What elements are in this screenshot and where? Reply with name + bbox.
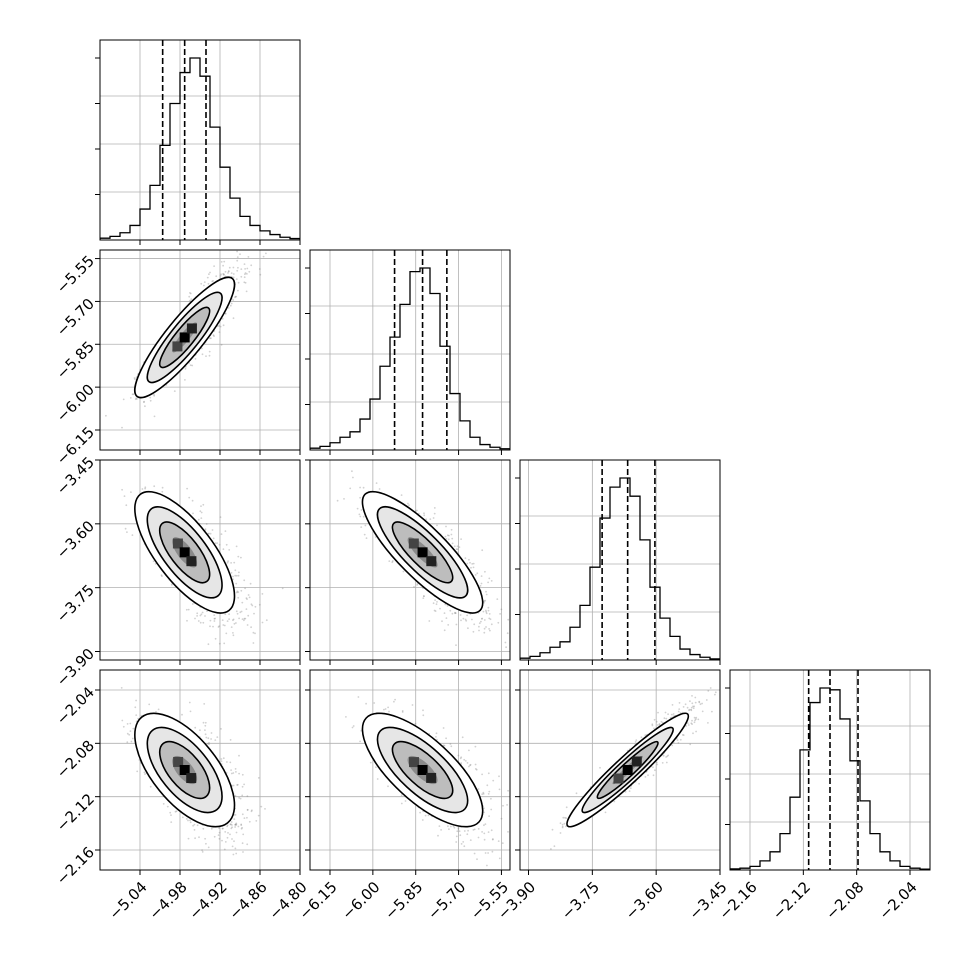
x-tick-label: −5.85 [381, 878, 426, 923]
density-blocks [172, 538, 197, 567]
histogram-panel-0 [95, 39, 301, 245]
x-tick-label: −4.98 [146, 878, 191, 923]
grid [310, 250, 510, 450]
histogram-panel-3: −2.16 −2.12 −2.08 −2.04 [716, 669, 931, 923]
y-tick-label: −2.16 [53, 843, 98, 888]
y-tick-label: −3.75 [53, 581, 98, 626]
density-blocks [172, 323, 197, 352]
x-tick-label: −2.12 [769, 878, 814, 923]
panel-frame [99, 669, 301, 871]
x-tick-label: −5.70 [424, 878, 469, 923]
density-blocks [408, 538, 437, 567]
panel-frame [99, 459, 301, 661]
histogram-line-0 [100, 57, 300, 240]
x-tick-label: −4.92 [186, 878, 231, 923]
y-tick-label: −3.60 [53, 517, 98, 562]
x-tick-label: −4.86 [226, 878, 271, 923]
panel-frame [729, 669, 931, 871]
x-tick-label: −5.04 [106, 878, 151, 923]
y-tick-label: −5.55 [53, 252, 98, 297]
panel-frame [309, 459, 511, 661]
x-tick-label: −3.75 [558, 878, 603, 923]
y-tick-label: −2.12 [53, 790, 98, 835]
grid [520, 460, 720, 660]
y-tick-label: −3.90 [53, 645, 98, 690]
y-tick-label: −5.85 [53, 338, 98, 383]
density-blocks [173, 756, 197, 784]
y-tick-label: −2.08 [53, 737, 98, 782]
x-tick-label: −3.60 [622, 878, 667, 923]
density-blocks [408, 757, 437, 783]
x-tick-label: −2.04 [876, 878, 921, 923]
histogram-panel-2 [515, 459, 721, 665]
scatter-panel-2-0: −3.90−3.75−3.60−3.45 [53, 453, 301, 690]
y-tick-label: −6.00 [53, 380, 98, 425]
histogram-line-1 [310, 267, 510, 450]
panel-frame [99, 249, 301, 451]
scatter-panel-3-1: −6.15−6.00−5.85−5.70−5.55 [296, 669, 512, 923]
scatter-panel-1-0: −6.15−6.00−5.85−5.70−5.55 [53, 249, 301, 469]
scatter-panel-3-0: −5.04−4.98−4.92−4.86−4.80−2.16−2.12−2.08… [53, 669, 311, 923]
x-tick-label: −6.00 [338, 878, 383, 923]
grid [520, 670, 720, 870]
y-tick-label: −2.04 [53, 683, 98, 728]
x-tick-label: −2.08 [822, 878, 867, 923]
histogram-panel-1 [305, 249, 511, 455]
panel-frame [309, 669, 511, 871]
scatter-panel-3-2: −3.90 −3.75 −3.60 −3.45 [494, 669, 731, 923]
y-tick-label: −5.70 [53, 295, 98, 340]
panel-frame [519, 669, 721, 871]
panel-frame [519, 459, 721, 661]
panel-frame [99, 39, 301, 241]
panel-frame [309, 249, 511, 451]
density-blocks [613, 756, 642, 784]
grid [100, 250, 300, 450]
scatter-panel-2-1 [305, 459, 511, 665]
histogram-line-2 [520, 477, 720, 660]
